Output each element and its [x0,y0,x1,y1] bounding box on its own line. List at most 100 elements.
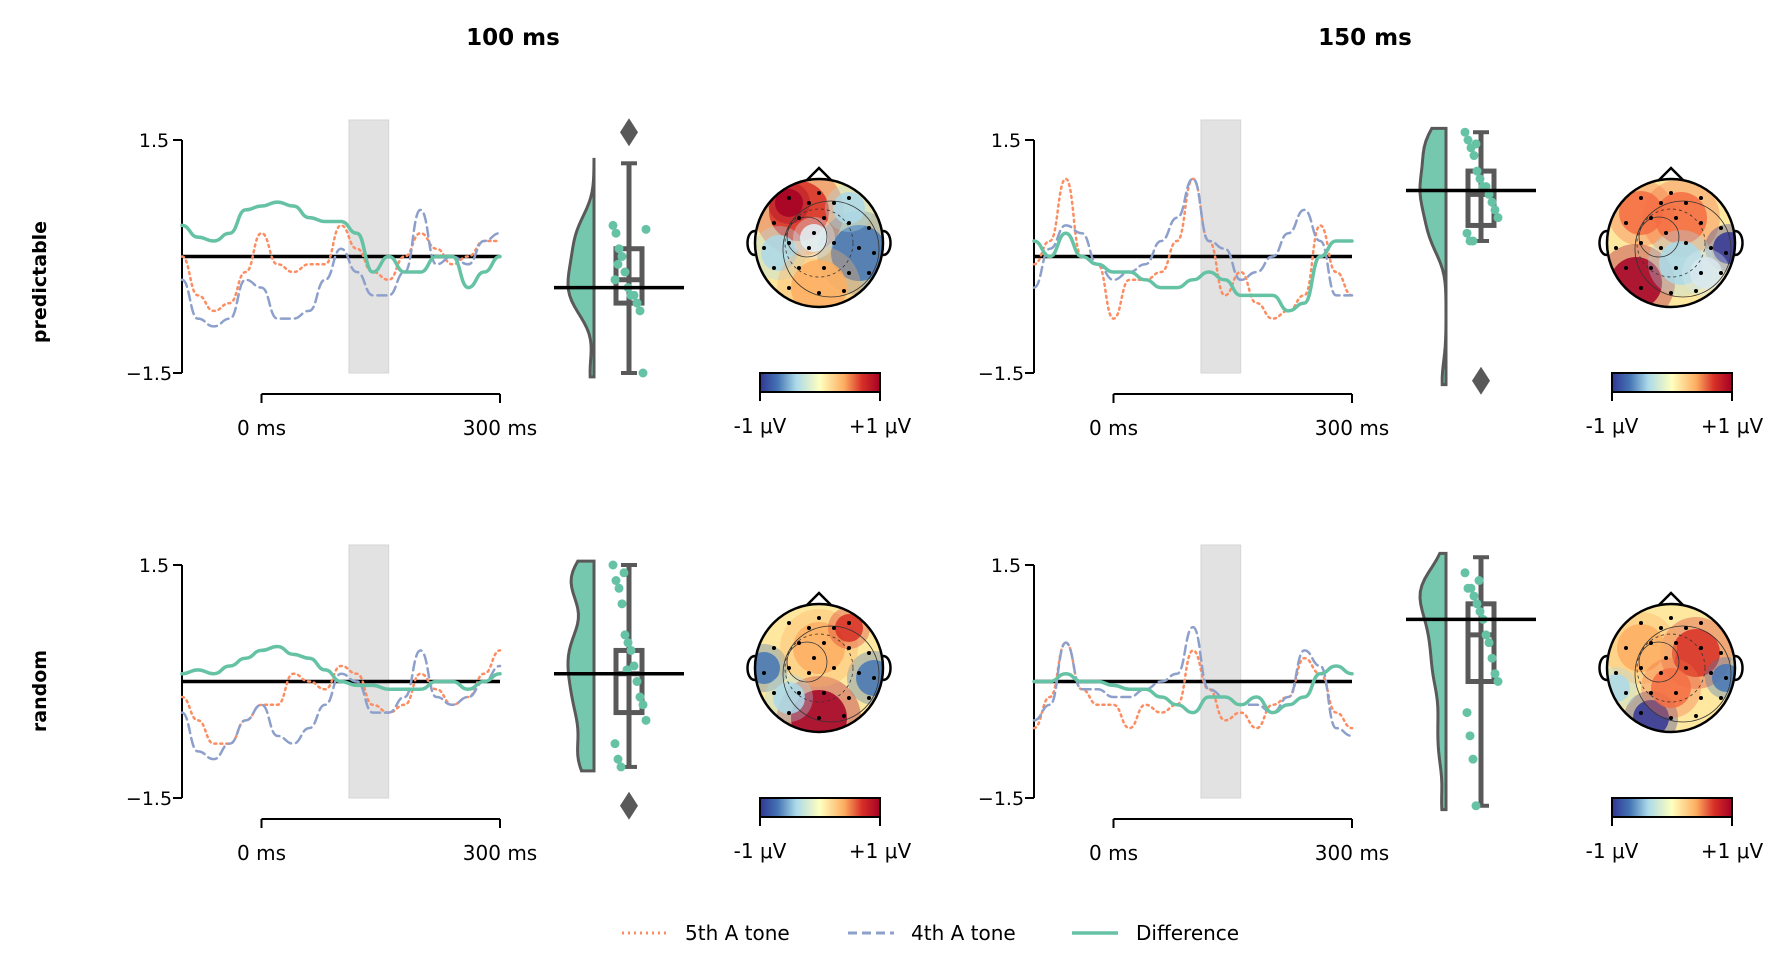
topomap-sensor [1709,246,1713,250]
topomap-head-outline [1605,602,1737,734]
data-point [1472,166,1482,176]
topomap-sensor [1649,216,1653,220]
data-point [632,677,642,686]
topomap-sensor [847,646,851,650]
data-point [1462,228,1472,238]
topomap-sensor [1669,716,1673,720]
x-tick-label-0: 0 ms [237,416,286,440]
half-violin [1418,126,1448,387]
topomap-contour [784,633,854,703]
topomap-sensor [832,241,836,245]
topomap-sensor [762,671,766,675]
colorbar: -1 μV +1 μV [1586,372,1763,438]
data-point [641,715,651,725]
x-tick-label-300: 300 ms [1315,416,1389,440]
topomap-sensor [1699,696,1703,700]
legend-item-difference: Difference [1072,921,1239,945]
topomap-contour [786,216,828,258]
topomap-sensor [867,271,871,275]
topomap-sensor [1614,246,1618,250]
topomap-sensor [1699,646,1703,650]
panels: 1.5 −1.5 0 ms 300 ms -1 μV +1 μV 1.5 −1.5 0 ms 30… [126,118,1763,865]
y-tick-label-top: 1.5 [991,555,1021,577]
analysis-window [348,119,390,374]
left-ear [1598,229,1608,257]
topomap-sensor [842,289,846,293]
y-tick-label-top: 1.5 [139,130,169,152]
topomap-sensor [1674,691,1678,695]
legend-item-tone4: 4th A tone [848,921,1016,945]
topomap-sensor [1694,289,1698,293]
topomap-sensor [1649,266,1653,270]
topomap-sensor [812,231,816,235]
topomap-sensor [1659,626,1663,630]
topomap-blob [1672,629,1720,677]
topomap-sensor [867,226,871,230]
outlier-marker [620,791,638,820]
left-ear [746,654,756,682]
topomap-sensor [1649,641,1653,645]
topomap-sensor [787,711,791,715]
series-line-4th-a-tone [1032,625,1354,738]
x-tick-label-300: 300 ms [1315,841,1389,865]
topomap-sensor [832,201,836,205]
topomap-sensor [1709,671,1713,675]
topomap-sensor [1699,621,1703,625]
topomap-sensor [1674,216,1678,220]
topomap-sensor [807,626,811,630]
topomap-blob [1651,668,1691,708]
topomap-blob [831,225,883,281]
colorbar: -1 μV +1 μV [734,797,911,863]
topomap-sensor [817,616,821,620]
data-point [1462,708,1472,718]
topomap-sensor [1669,191,1673,195]
topomap-sensor [1719,271,1723,275]
left-ear [746,229,756,257]
topomap-sensor [772,646,776,650]
topomap-blob [1690,257,1722,289]
data-point [1463,135,1473,145]
topomap-sensor [797,641,801,645]
topomap-blob [1617,624,1665,672]
topomap-sensor [817,716,821,720]
data-point [1493,213,1503,223]
topomap-sensor [822,641,826,645]
topomap-contour [1636,208,1706,278]
topomap-sensor [1699,196,1703,200]
row-label-2: random [29,650,51,732]
data-point [1474,576,1484,586]
data-point [617,252,627,261]
series-line-4th-a-tone [1032,177,1354,297]
left-ear [1598,654,1608,682]
raincloud-plot [1406,126,1536,395]
topomap-sensor [1659,246,1663,250]
x-tick-label-300: 300 ms [463,841,537,865]
right-ear [1734,229,1744,257]
topomap-sensor [1659,671,1663,675]
topomap-sensor [1684,201,1688,205]
data-point [1481,630,1491,640]
panel-4: 1.5 −1.5 0 ms 300 ms -1 μV +1 μV [978,544,1763,865]
right-ear [882,229,892,257]
y-tick-label-top: 1.5 [991,130,1021,152]
data-point [1469,151,1479,161]
data-point [638,368,648,378]
data-point [626,645,636,655]
topomap-sensor [787,286,791,290]
legend-label-tone4: 4th A tone [911,921,1016,945]
y-tick-label-bottom: −1.5 [126,363,172,385]
colorbar-gradient [1611,797,1733,818]
topomap-sensor [787,621,791,625]
topomap-sensor [1624,691,1628,695]
series-line-difference [180,200,502,290]
topomap-blob [775,189,803,217]
x-tick-label-300: 300 ms [463,416,537,440]
data-point [614,244,624,254]
topomap-sensor [847,221,851,225]
topomap-sensor [832,666,836,670]
topomap-sensor [1719,651,1723,655]
legend: 5th A tone 4th A tone Difference [622,921,1239,945]
topomap-sensor [867,651,871,655]
series-line-4th-a-tone [180,649,502,761]
topomap-sensor [787,196,791,200]
